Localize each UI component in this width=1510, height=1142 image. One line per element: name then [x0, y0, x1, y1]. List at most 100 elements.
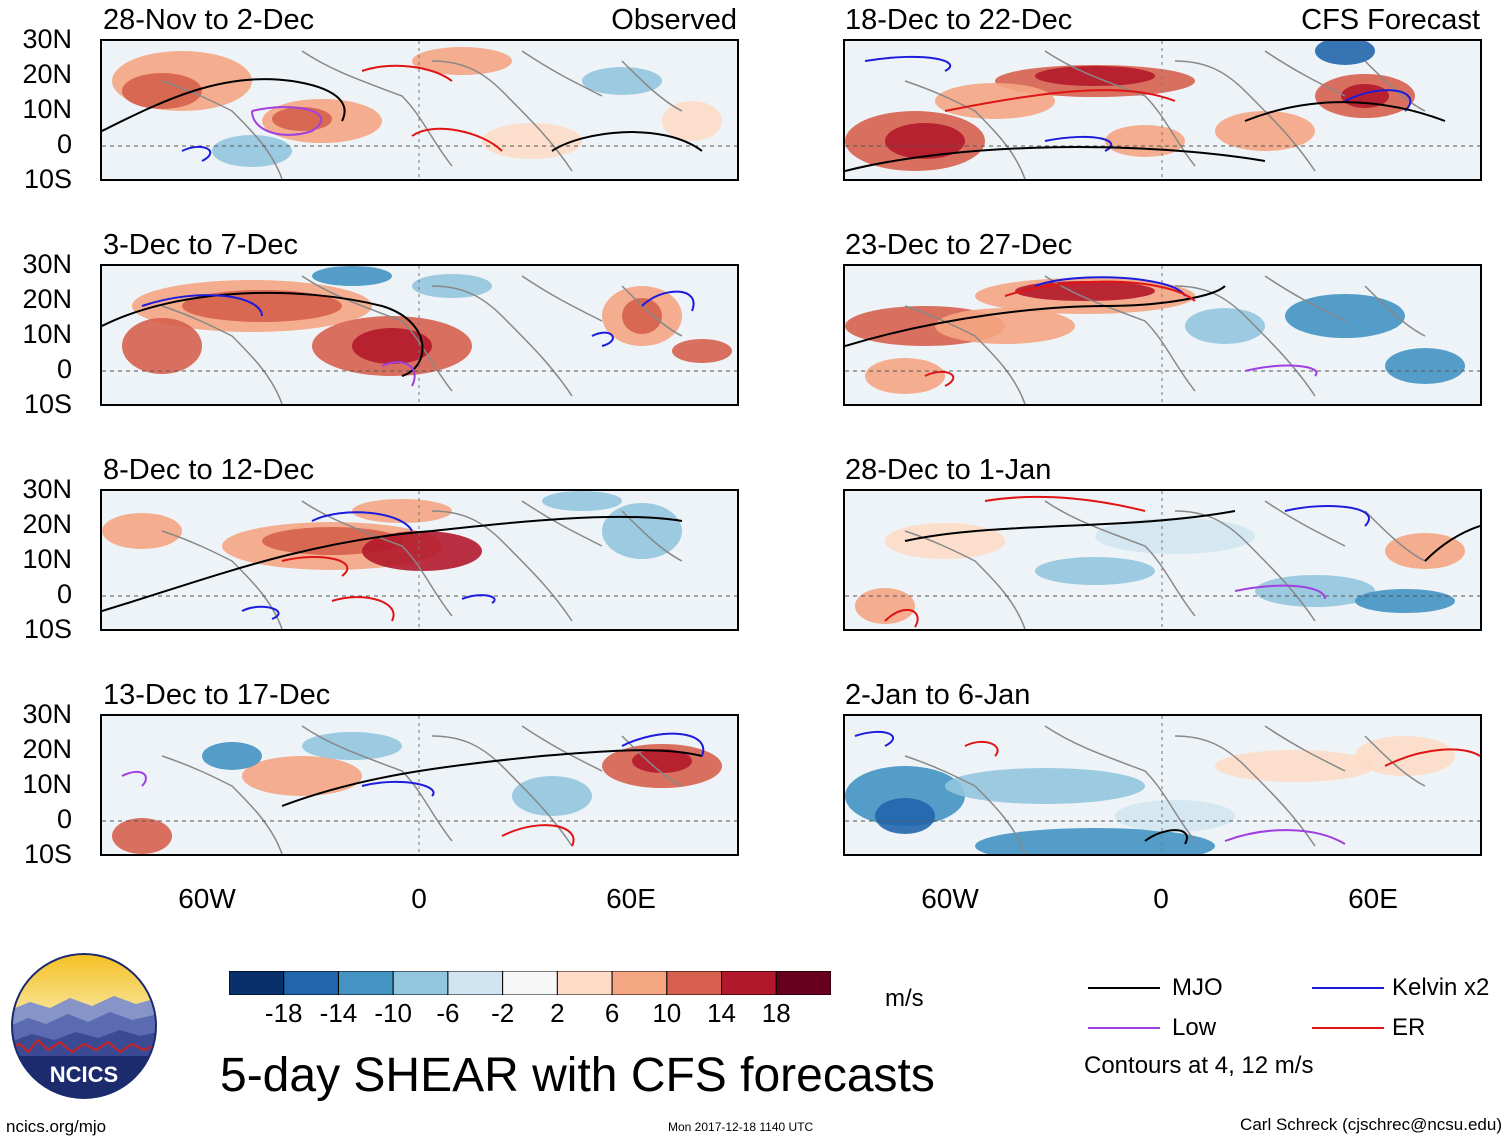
forecast-label: CFS Forecast: [1301, 4, 1480, 36]
legend-kelvin-label: Kelvin x2: [1392, 974, 1490, 1001]
shear-anomaly-region: [945, 768, 1145, 804]
lat-label: 0: [56, 804, 72, 834]
kelvin-contour: [181, 145, 212, 162]
shear-map: [845, 266, 1480, 404]
shear-anomaly-region: [1285, 294, 1405, 338]
lat-label: 10S: [23, 389, 72, 419]
panel-title-6: 23-Dec to 27-Dec: [845, 229, 1073, 261]
shear-anomaly-region: [1035, 557, 1155, 585]
colorbar-units: m/s: [885, 985, 924, 1012]
map-panel-forecast-2: [843, 264, 1482, 406]
lat-label: 10S: [23, 164, 72, 194]
colorbar-swatch: [228, 970, 285, 996]
colorbar-tick-label: 2: [550, 998, 565, 1028]
kelvin-contour: [1344, 89, 1412, 112]
colorbar-swatch: [666, 970, 723, 996]
shear-anomaly-region: [412, 274, 492, 298]
shear-anomaly-region: [632, 749, 692, 773]
shear-anomaly-region: [845, 766, 965, 826]
shear-anomaly-region: [182, 290, 342, 322]
kelvin-contour: [141, 294, 263, 317]
shear-anomaly-region: [302, 732, 402, 760]
coastline: [904, 725, 1426, 854]
lat-label: 0: [56, 129, 72, 159]
lat-label: 20N: [22, 509, 72, 539]
shear-anomaly-region: [242, 756, 362, 796]
panel-title-5: 18-Dec to 22-Dec: [845, 4, 1073, 36]
panel-title-1: 28-Nov to 2-Dec: [103, 4, 315, 36]
footer-author: Carl Schreck (cjschrec@ncsu.edu): [1240, 1115, 1502, 1134]
shear-anomaly-region: [1215, 750, 1375, 782]
colorbar-swatch: [392, 970, 449, 996]
colorbar-tick-label: -14: [319, 998, 358, 1028]
er-contour: [281, 555, 349, 577]
legend-mjo-label: MJO: [1172, 974, 1223, 1001]
lat-label: 20N: [22, 734, 72, 764]
shear-anomaly-region: [1185, 308, 1265, 344]
mjo-contour: [551, 131, 703, 152]
map-panel-observed-3: [100, 489, 739, 631]
lat-label: 30N: [22, 699, 72, 729]
shear-anomaly-region: [1315, 41, 1375, 65]
kelvin-contour: [621, 732, 705, 757]
mjo-contour: [845, 146, 1266, 172]
low-contour: [1244, 364, 1318, 377]
shear-anomaly-region: [212, 135, 292, 167]
shear-anomaly-region: [1385, 348, 1465, 384]
mjo-contour: [102, 78, 346, 132]
lon-label-0-left: 0: [411, 883, 427, 914]
logo-text: NCICS: [50, 1062, 118, 1087]
low-contour: [1224, 829, 1346, 845]
shear-anomaly-region: [202, 742, 262, 770]
kelvin-contour: [241, 605, 280, 620]
coastline: [161, 725, 683, 854]
shear-map: [845, 491, 1480, 629]
colorbar-swatch: [611, 970, 668, 996]
lon-label-60w-right: 60W: [921, 883, 979, 914]
coastline: [161, 50, 683, 179]
map-panel-observed-1: [100, 39, 739, 181]
shear-anomaly-region: [1115, 800, 1235, 832]
er-contour: [1384, 748, 1480, 767]
shear-anomaly-region: [352, 328, 432, 364]
mjo-contour: [1144, 829, 1188, 845]
map-panel-observed-4: [100, 714, 739, 856]
lat-label: 10S: [23, 614, 72, 644]
footer-url[interactable]: ncics.org/mjo: [6, 1117, 107, 1136]
colorbar-tick-label: 14: [707, 998, 736, 1028]
shear-anomaly-region: [582, 67, 662, 95]
map-panel-forecast-1: [843, 39, 1482, 181]
shear-anomaly-region: [1035, 66, 1155, 86]
lon-label-60e-right: 60E: [1348, 883, 1398, 914]
ncics-logo[interactable]: NCICS: [10, 952, 158, 1100]
lat-label: 10N: [22, 319, 72, 349]
er-contour: [884, 609, 919, 628]
lat-label: 20N: [22, 284, 72, 314]
map-panel-forecast-4: [843, 714, 1482, 856]
coastline: [904, 500, 1426, 629]
er-contour: [964, 740, 999, 757]
lat-label: 10N: [22, 544, 72, 574]
shear-map: [102, 716, 737, 854]
shear-anomaly-region: [885, 123, 965, 159]
mjo-contour: [1424, 525, 1480, 562]
kelvin-contour: [361, 780, 435, 797]
low-contour: [121, 770, 147, 787]
lon-label-60e-left: 60E: [606, 883, 656, 914]
lat-label: 20N: [22, 59, 72, 89]
colorbar-swatch: [502, 970, 558, 996]
legend-er-label: ER: [1392, 1014, 1426, 1041]
colorbar-tick-label: -6: [436, 998, 460, 1028]
shear-map: [845, 41, 1480, 179]
er-contour: [1004, 280, 1196, 302]
shear-anomaly-region: [122, 318, 202, 374]
kelvin-contour: [311, 511, 413, 532]
kelvin-contour: [1034, 276, 1186, 297]
shear-anomaly-region: [102, 513, 182, 549]
low-contour: [251, 106, 322, 136]
lat-label: 30N: [22, 249, 72, 279]
legend-er-line: [1312, 1027, 1384, 1029]
low-contour: [381, 361, 416, 387]
colorbar-swatch: [337, 970, 394, 996]
shear-anomaly-region: [1105, 125, 1185, 157]
